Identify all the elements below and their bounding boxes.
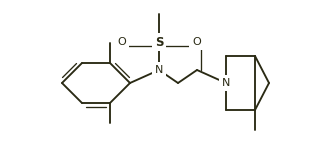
Text: O: O [193, 37, 201, 47]
Text: N: N [222, 78, 230, 88]
Text: O: O [118, 37, 126, 47]
Text: N: N [155, 65, 163, 75]
Text: O: O [192, 37, 200, 47]
Text: S: S [155, 36, 163, 48]
